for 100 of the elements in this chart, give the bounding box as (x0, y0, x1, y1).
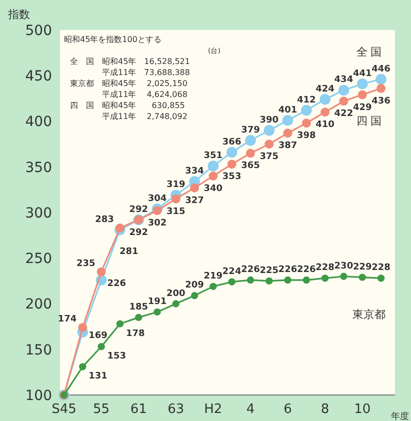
point (134, 314, 142, 322)
data-label: 327 (185, 196, 204, 206)
data-label: 334 (185, 166, 204, 176)
point (246, 276, 254, 284)
point (340, 272, 348, 280)
point (152, 206, 162, 216)
data-label: 169 (88, 331, 108, 342)
x-axis-title: 年度 (391, 411, 409, 421)
point (282, 114, 294, 126)
data-label: 230 (334, 261, 354, 272)
point (284, 276, 292, 284)
y-tick-label: 400 (25, 114, 52, 130)
point (283, 128, 292, 138)
data-label: 281 (120, 246, 138, 257)
data-label: 429 (352, 102, 372, 113)
x-tick-label: 55 (93, 402, 110, 417)
y-axis-title: 指数 (7, 8, 30, 21)
point (154, 308, 161, 316)
point (208, 160, 219, 172)
data-label: 351 (204, 150, 223, 161)
data-label: 185 (129, 302, 148, 312)
annotation: 昭和45年を指数100とする (64, 35, 162, 44)
data-label: 226 (241, 265, 260, 276)
point (302, 118, 311, 128)
annotation: 東京都 昭和45年 2,025,150 (70, 79, 188, 88)
data-label: 283 (95, 215, 114, 226)
point (358, 90, 367, 100)
point (116, 320, 124, 328)
point (210, 282, 217, 290)
data-label: 379 (241, 125, 260, 136)
data-label: 224 (222, 266, 242, 277)
data-label: 226 (278, 265, 298, 276)
x-tick-label: 6 (284, 402, 292, 417)
data-label: 302 (148, 218, 167, 229)
point (226, 146, 238, 158)
data-label: 304 (148, 194, 167, 204)
data-label: 412 (297, 95, 316, 106)
data-label: 390 (260, 115, 279, 126)
point (376, 74, 386, 85)
series-label: 全 国 (356, 45, 382, 58)
point (358, 274, 366, 281)
data-label: 225 (260, 266, 279, 276)
series-label: 四 国 (356, 114, 382, 128)
point (321, 274, 329, 282)
point (78, 322, 88, 332)
data-label: 366 (222, 137, 242, 148)
point (208, 172, 218, 180)
point (356, 78, 368, 90)
data-label: 398 (297, 131, 316, 142)
y-tick-label: 200 (25, 296, 52, 313)
annotation: 平成11年 2,748,092 (70, 112, 188, 121)
data-label: 319 (166, 180, 186, 190)
data-label: 191 (148, 296, 167, 307)
point (98, 343, 105, 350)
point (171, 194, 180, 204)
x-tick-label: 63 (168, 402, 184, 417)
point (96, 267, 106, 276)
data-label: 365 (241, 161, 260, 172)
y-tick-label: 350 (25, 160, 52, 176)
point (320, 94, 330, 105)
point (190, 292, 198, 300)
data-label: 209 (185, 280, 204, 291)
point (377, 274, 385, 282)
data-label: 422 (334, 109, 354, 120)
text: 東京都 (352, 308, 386, 322)
data-label: 434 (334, 75, 354, 86)
data-label: 226 (107, 279, 126, 290)
data-label: 387 (278, 141, 298, 152)
data-label: 446 (372, 64, 390, 74)
data-label: 228 (316, 263, 334, 274)
data-label: 228 (372, 263, 390, 274)
data-label: 353 (222, 172, 242, 182)
point (338, 84, 350, 96)
point (264, 124, 275, 136)
point (264, 140, 274, 149)
point (301, 104, 312, 116)
x-tick-label: 61 (130, 402, 147, 417)
point (227, 160, 236, 169)
annotation: 全 国 昭和45年 16,528,521 (70, 57, 190, 66)
y-tick-label: 150 (25, 342, 52, 358)
point (190, 183, 200, 192)
annotation: 平成11年 4,624,068 (70, 90, 188, 99)
point (228, 278, 236, 286)
data-label: 410 (316, 120, 334, 130)
point (266, 277, 273, 285)
y-tick-label: 250 (25, 251, 52, 268)
point (79, 363, 86, 370)
x-tick-label: 10 (354, 402, 371, 417)
point (376, 84, 386, 93)
point (115, 224, 124, 233)
data-label: 174 (58, 314, 77, 324)
data-label: 226 (297, 265, 316, 276)
data-label: 292 (129, 228, 148, 238)
data-label: 292 (129, 204, 148, 215)
data-label: 229 (352, 262, 372, 272)
x-tick-label: H2 (204, 402, 222, 417)
x-tick-label: 8 (320, 402, 330, 417)
data-label: 401 (278, 105, 298, 116)
data-label: 153 (107, 352, 126, 362)
data-label: 200 (166, 288, 186, 299)
